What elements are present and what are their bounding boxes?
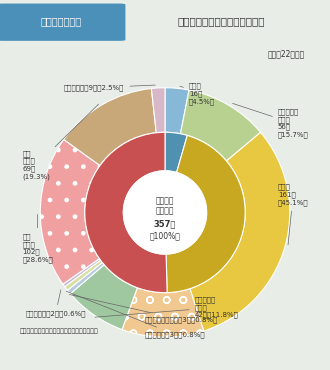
Text: 屋内貯蔵所　2件（0.6%）: 屋内貯蔵所 2件（0.6%）	[25, 290, 86, 317]
Wedge shape	[151, 88, 165, 133]
Wedge shape	[165, 132, 187, 172]
Text: 屋内タンク貯蔵所　3件（0.8%）: 屋内タンク貯蔵所 3件（0.8%）	[69, 295, 217, 323]
Text: 屋外貯蔵所　3件（0.8%）: 屋外貯蔵所 3件（0.8%）	[66, 291, 205, 337]
Wedge shape	[166, 135, 245, 293]
Text: 移動タンク
貯蔵所
42件（11.8%）: 移動タンク 貯蔵所 42件（11.8%）	[95, 297, 239, 319]
Wedge shape	[65, 260, 102, 290]
Wedge shape	[181, 90, 261, 161]
Text: 地下
タンク
貯蔵所
55件
（15.4%）: 地下 タンク 貯蔵所 55件 （15.4%）	[0, 369, 1, 370]
Wedge shape	[70, 265, 137, 330]
Text: （平成22年中）: （平成22年中）	[267, 49, 305, 58]
Wedge shape	[85, 132, 167, 293]
Text: 製造所
16件
（4.5%）: 製造所 16件 （4.5%）	[180, 83, 215, 105]
Text: 357件: 357件	[154, 220, 176, 229]
Wedge shape	[165, 88, 189, 134]
Wedge shape	[122, 288, 204, 337]
Wedge shape	[190, 132, 290, 331]
FancyBboxPatch shape	[0, 4, 125, 41]
Circle shape	[123, 171, 207, 254]
Text: 移送取扱所　9件（2.5%）: 移送取扱所 9件（2.5%）	[64, 84, 155, 91]
Text: 貯蔵所
161件
（45.1%）: 貯蔵所 161件 （45.1%）	[278, 184, 309, 245]
Text: 危険物施設別流出事故発生件数: 危険物施設別流出事故発生件数	[177, 16, 265, 26]
Text: 発生総数: 発生総数	[156, 206, 174, 215]
Text: 一般
取扱所
102件
（28.6%）: 一般 取扱所 102件 （28.6%）	[22, 215, 53, 263]
Text: （100%）: （100%）	[149, 232, 181, 241]
Wedge shape	[63, 259, 101, 287]
Text: （備考）「危険物に係る事故報告」により作成: （備考）「危険物に係る事故報告」により作成	[19, 329, 98, 334]
Text: 屋外タンク
貯蔵所
56件
（15.7%）: 屋外タンク 貯蔵所 56件 （15.7%）	[233, 103, 309, 138]
Text: 第１－２－８図: 第１－２－８図	[41, 16, 82, 26]
Wedge shape	[64, 88, 156, 165]
Wedge shape	[40, 139, 100, 284]
Text: 流出事故: 流出事故	[156, 196, 174, 205]
Wedge shape	[67, 262, 104, 294]
Text: 給油
取扱所
69件
(19.3%): 給油 取扱所 69件 (19.3%)	[22, 104, 99, 179]
